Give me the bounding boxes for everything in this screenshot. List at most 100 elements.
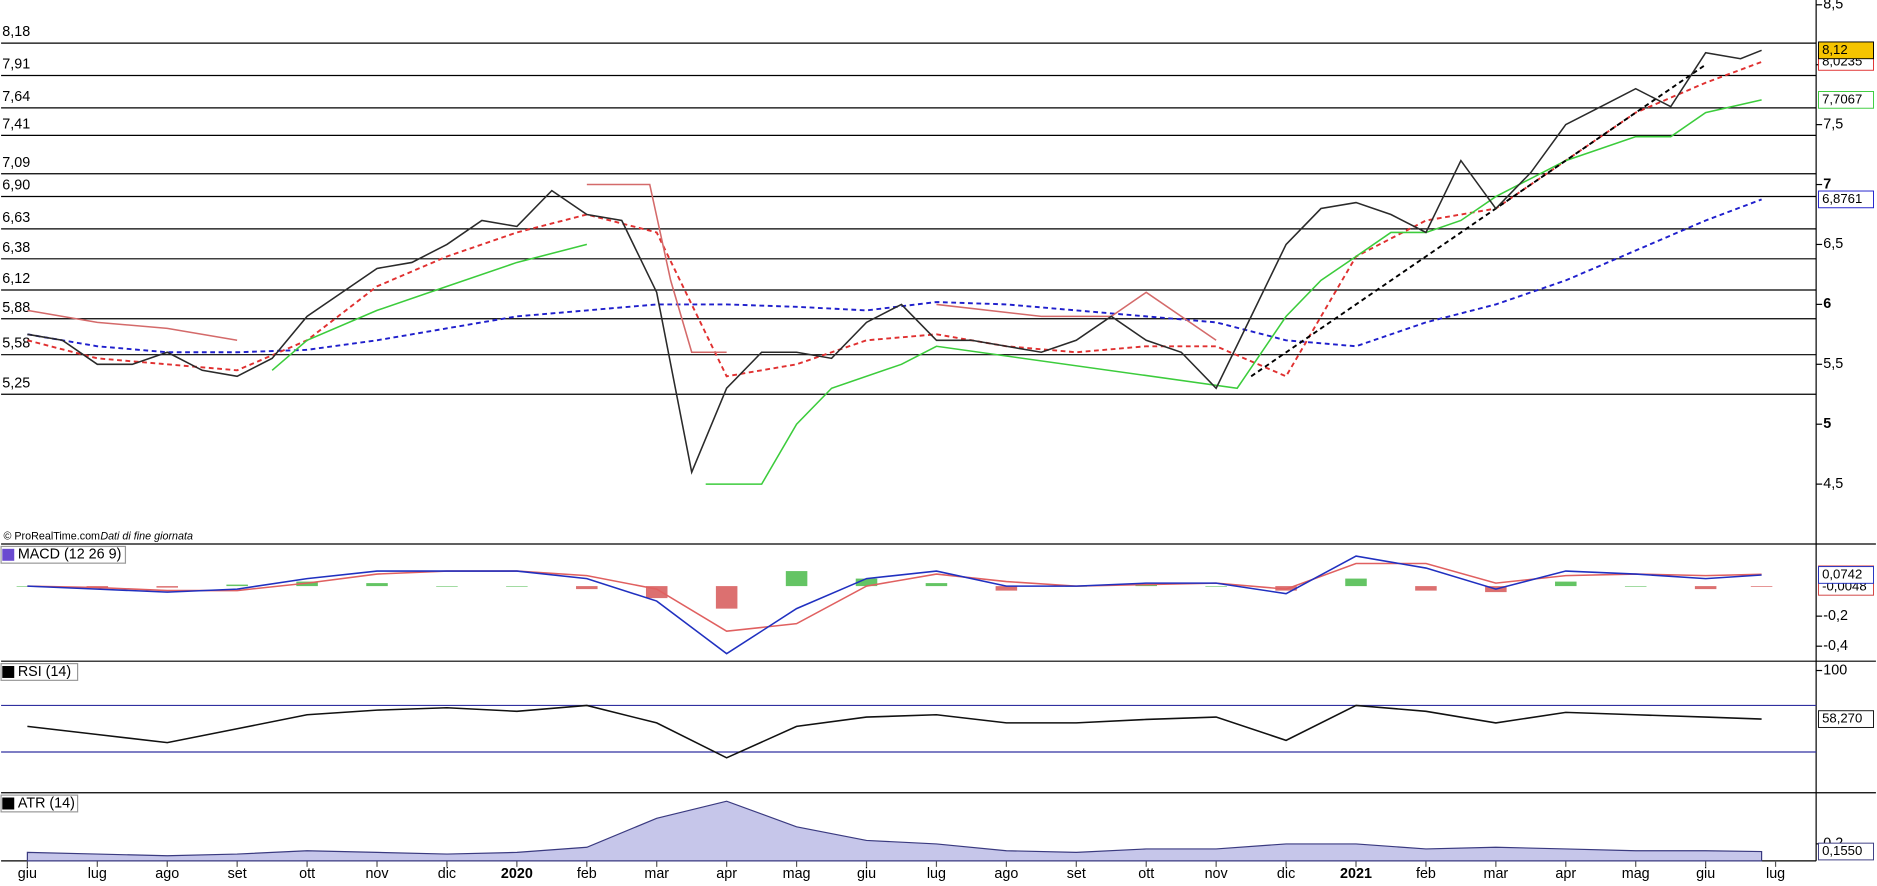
level-label: 5,88 bbox=[2, 300, 30, 316]
level-label: 6,12 bbox=[2, 271, 30, 287]
series-line bbox=[27, 704, 1762, 759]
histogram-bar bbox=[1694, 586, 1717, 590]
histogram-bar bbox=[645, 586, 668, 599]
histogram-bar bbox=[995, 586, 1018, 591]
value-tag-box bbox=[1818, 842, 1875, 861]
indicator-label-box bbox=[0, 794, 79, 813]
y-tick-label: 5,5 bbox=[1823, 356, 1843, 372]
level-label: 7,64 bbox=[2, 89, 30, 105]
series-line bbox=[27, 562, 1762, 633]
x-tick-label: apr bbox=[716, 866, 737, 882]
histogram-bar bbox=[1750, 586, 1773, 587]
x-tick-label: lug bbox=[1766, 866, 1785, 882]
x-tick-label: apr bbox=[1555, 866, 1576, 882]
x-tick-label: giu bbox=[1696, 866, 1715, 882]
level-label: 5,58 bbox=[2, 336, 30, 352]
x-tick-label: mar bbox=[1484, 866, 1509, 882]
histogram-bar bbox=[436, 586, 458, 587]
x-tick-label: ott bbox=[299, 866, 315, 882]
value-tag: 0,0742 bbox=[1822, 566, 1862, 581]
x-tick-label: nov bbox=[365, 866, 389, 882]
indicator-title: ATR (14) bbox=[18, 795, 75, 811]
histogram-bar bbox=[1205, 586, 1227, 587]
x-tick-label: feb bbox=[577, 866, 597, 882]
histogram-bar bbox=[785, 571, 808, 587]
value-tag-box bbox=[1818, 566, 1875, 584]
level-label-box bbox=[1, 334, 33, 353]
series-line bbox=[27, 555, 1762, 655]
indicator-marker bbox=[2, 665, 15, 678]
y-tick-label: -0,2 bbox=[1823, 608, 1848, 624]
y-tick-label: 5 bbox=[1823, 416, 1831, 432]
level-label-box bbox=[1, 55, 33, 74]
level-label: 7,09 bbox=[2, 155, 30, 171]
x-tick-label: feb bbox=[1416, 866, 1436, 882]
histogram-bar bbox=[1345, 578, 1367, 587]
y-tick-label: 7,5 bbox=[1823, 116, 1843, 132]
level-label: 8,18 bbox=[2, 24, 30, 40]
level-label-box bbox=[1, 115, 33, 134]
x-tick-label: dic bbox=[438, 866, 456, 882]
histogram-bar bbox=[156, 586, 178, 588]
histogram-bar bbox=[1135, 584, 1157, 587]
x-tick-label: ago bbox=[155, 866, 179, 882]
histogram-bar bbox=[1624, 586, 1647, 587]
level-label: 6,38 bbox=[2, 240, 30, 256]
y-tick-label: 6,5 bbox=[1823, 236, 1843, 252]
histogram-bar bbox=[16, 586, 39, 587]
indicator-label-box bbox=[0, 545, 127, 564]
y-tick-label: 7 bbox=[1823, 176, 1831, 192]
indicator-marker bbox=[2, 797, 15, 810]
level-label-box bbox=[1, 176, 33, 195]
y-tick-label: 8,5 bbox=[1823, 0, 1843, 13]
indicator-title: RSI (14) bbox=[18, 664, 71, 680]
x-tick-label: set bbox=[228, 866, 247, 882]
level-label-box bbox=[1, 298, 33, 317]
series-line bbox=[27, 61, 1762, 378]
x-tick-label: ott bbox=[1138, 866, 1154, 882]
level-label-box bbox=[1, 208, 33, 227]
level-label: 5,25 bbox=[2, 375, 30, 391]
x-tick-label: mar bbox=[644, 866, 669, 882]
x-tick-label: dic bbox=[1277, 866, 1295, 882]
histogram-bar bbox=[226, 584, 248, 587]
series-line bbox=[27, 49, 1762, 475]
x-tick-label: giu bbox=[18, 866, 37, 882]
level-label: 7,91 bbox=[2, 57, 30, 73]
value-tag: 6,8761 bbox=[1822, 191, 1862, 206]
value-tag-box bbox=[1818, 91, 1875, 109]
value-tag: 0,1550 bbox=[1822, 843, 1862, 858]
value-tag-box bbox=[1818, 190, 1875, 209]
y-tick-label: 100 bbox=[1823, 662, 1847, 678]
x-tick-label: mag bbox=[783, 866, 811, 882]
x-tick-label: lug bbox=[88, 866, 107, 882]
area bbox=[26, 800, 1763, 862]
histogram-bar bbox=[1555, 581, 1577, 587]
value-tag: 7,7067 bbox=[1822, 91, 1862, 106]
x-tick-label: 2020 bbox=[501, 866, 533, 882]
series-line bbox=[27, 198, 1762, 354]
series-line bbox=[271, 99, 1762, 485]
level-label-box bbox=[1, 269, 33, 288]
indicator-title: MACD (12 26 9) bbox=[18, 547, 122, 563]
y-tick-label: 6 bbox=[1823, 296, 1831, 312]
x-tick-label: giu bbox=[857, 866, 876, 882]
x-tick-label: set bbox=[1067, 866, 1086, 882]
value-tag: 8,12 bbox=[1822, 42, 1848, 57]
source-note: Dati di fine giornata bbox=[100, 531, 193, 543]
histogram-bar bbox=[855, 578, 878, 587]
level-label-box bbox=[1, 87, 33, 106]
value-tag-box bbox=[1818, 710, 1875, 728]
level-label-box bbox=[1, 22, 33, 41]
source: © ProRealTime.com bbox=[3, 531, 100, 543]
histogram-bar bbox=[1415, 586, 1437, 591]
histogram-bar bbox=[506, 586, 528, 587]
histogram-bar bbox=[576, 586, 598, 590]
x-tick-label: 2021 bbox=[1340, 866, 1372, 882]
value-tag-box bbox=[1818, 41, 1875, 60]
indicator-label-box bbox=[0, 663, 79, 681]
indicator-marker bbox=[2, 548, 15, 561]
y-tick-label: 4,5 bbox=[1823, 476, 1843, 492]
